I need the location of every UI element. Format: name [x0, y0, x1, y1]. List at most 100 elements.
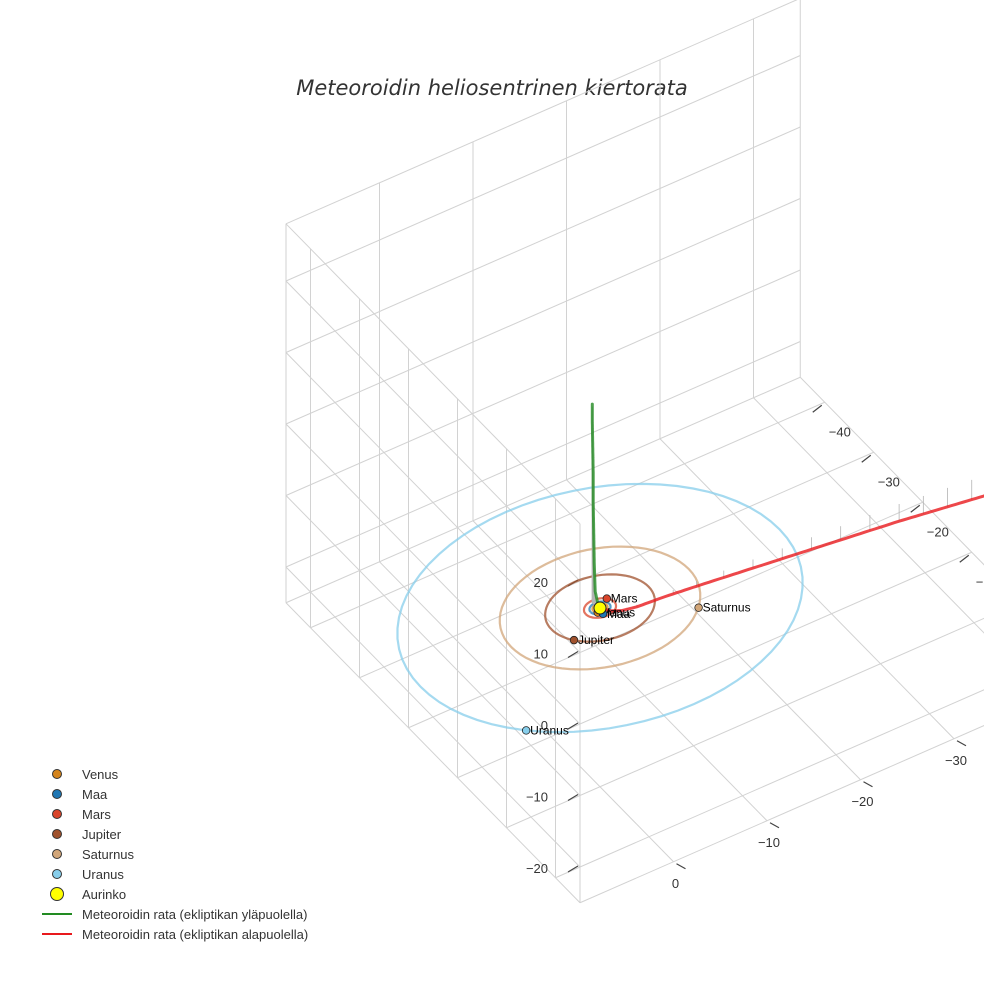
pane-edge [285, 0, 798, 225]
z-tick-label: 20 [534, 575, 548, 590]
legend-marker [52, 829, 62, 839]
legend-swatch [40, 924, 74, 944]
y-tick-label: −40 [829, 424, 851, 439]
planet-mars [602, 594, 612, 603]
legend-item: Jupiter [40, 824, 308, 844]
planet-label-maa: Maa [607, 607, 631, 621]
planet-label-venus: Venus [602, 606, 635, 620]
floor-gridline [659, 438, 955, 740]
floor-gridline [472, 520, 768, 822]
x-tick-mark [956, 740, 967, 747]
legend-label: Maa [82, 786, 108, 802]
y-tick-label: −10 [976, 574, 984, 589]
pane-edge [285, 602, 581, 904]
z-tick-label: −20 [526, 861, 548, 876]
pane-edge [579, 725, 984, 904]
legend-marker [50, 887, 64, 901]
meteoroid-path-below [597, 494, 984, 613]
y-tick-label: −30 [878, 474, 900, 489]
planet-label-jupiter: Jupiter [578, 633, 614, 647]
legend-item: Maa [40, 784, 308, 804]
side-wall-gridline [285, 566, 581, 868]
y-tick-mark [861, 454, 872, 463]
legend-item: Aurinko [40, 884, 308, 904]
floor-gridline [359, 451, 874, 679]
z-tick-label: 0 [541, 718, 548, 733]
x-tick-label: 0 [672, 876, 679, 891]
legend-item: Venus [40, 764, 308, 784]
legend-swatch [40, 864, 74, 884]
legend-swatch [40, 884, 74, 904]
floor-gridline [408, 501, 923, 729]
z-tick-mark [567, 793, 579, 802]
legend-swatch [40, 824, 74, 844]
orbit-saturnus [498, 545, 702, 671]
legend-swatch [40, 784, 74, 804]
pane-edge [799, 376, 984, 566]
legend-label: Venus [82, 766, 119, 782]
chart-title: Meteoroidin heliosentrinen kiertorata [296, 76, 688, 100]
legend-label: Meteoroidin rata (ekliptikan yläpuolella… [82, 906, 308, 922]
legend-item: Uranus [40, 864, 308, 884]
legend-marker [52, 849, 62, 859]
back-wall-gridline [285, 269, 801, 496]
legend-item: Meteoroidin rata (ekliptikan alapuolella… [40, 924, 308, 944]
planet-label-mars: Mars [611, 592, 638, 606]
meteoroid-paths [590, 402, 984, 613]
legend-marker [52, 809, 62, 819]
orbit-jupiter [544, 573, 656, 643]
axes: −40−30−20−100−40−30−20−1001020100−10−20 [526, 404, 984, 891]
legend-swatch [40, 804, 74, 824]
x-tick-mark [863, 781, 873, 788]
legend-label: Aurinko [82, 886, 127, 902]
y-tick-mark [812, 404, 823, 413]
legend: Venus Maa Mars Jupiter Saturnus Uranus Aurinko… [40, 764, 308, 944]
floor-gridline [753, 397, 984, 634]
legend-swatch [40, 904, 74, 924]
y-tick-mark [959, 554, 970, 563]
planet-label-saturnus: Saturnus [703, 601, 751, 615]
floor-gridline [506, 617, 984, 829]
x-tick-label: −20 [851, 794, 873, 809]
back-wall-gridline [285, 126, 801, 353]
meteoroid-path-above [590, 402, 600, 608]
orbit-uranus [396, 482, 804, 734]
y-tick-mark [910, 504, 921, 513]
legend-marker [52, 869, 62, 879]
legend-item: Mars [40, 804, 308, 824]
legend-label: Meteoroidin rata (ekliptikan alapuolella… [82, 926, 309, 942]
x-tick-label: −30 [945, 753, 967, 768]
pane-edge [285, 223, 581, 525]
x-tick-mark [769, 822, 780, 829]
y-tick-label: −20 [927, 524, 949, 539]
legend-label: Uranus [82, 866, 124, 882]
floor-gridline [555, 689, 984, 879]
legend-item: Saturnus [40, 844, 308, 864]
legend-marker [52, 769, 62, 779]
planet-label-uranus: Uranus [530, 723, 569, 737]
x-tick-label: −10 [758, 835, 780, 850]
legend-swatch [40, 764, 74, 784]
grid [285, 0, 984, 904]
back-wall-gridline [285, 55, 801, 282]
z-tick-label: −10 [526, 790, 548, 805]
floor-gridline [457, 551, 972, 779]
z-tick-label: 10 [534, 647, 548, 662]
side-wall-gridline [285, 280, 581, 582]
legend-label: Mars [82, 806, 111, 822]
legend-marker [52, 789, 62, 799]
x-tick-mark [676, 863, 686, 870]
legend-label: Saturnus [82, 846, 135, 862]
floor-gridline [310, 401, 825, 629]
legend-marker [42, 913, 72, 915]
side-wall-gridline [285, 352, 581, 653]
side-wall-gridline [285, 423, 581, 725]
back-wall-gridline [285, 341, 801, 568]
legend-item: Meteoroidin rata (ekliptikan yläpuolella… [40, 904, 308, 924]
legend-swatch [40, 844, 74, 864]
side-wall-gridline [285, 495, 581, 796]
drop-lines [591, 406, 973, 611]
floor-gridline [379, 561, 674, 863]
